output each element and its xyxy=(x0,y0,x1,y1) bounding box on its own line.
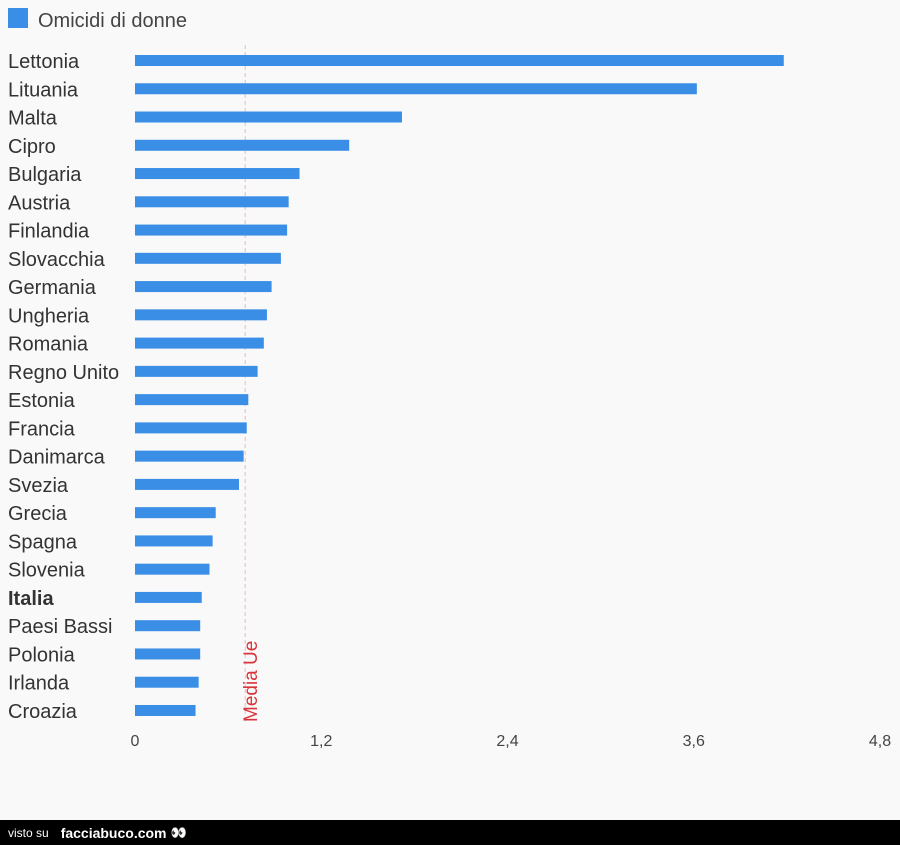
category-label: Danimarca xyxy=(8,447,106,469)
bar xyxy=(135,168,300,180)
x-tick-label: 4,8 xyxy=(869,733,891,750)
bar xyxy=(135,83,697,95)
category-label: Malta xyxy=(8,108,58,130)
category-label: Francia xyxy=(8,418,76,440)
category-label: Italia xyxy=(8,588,54,610)
reference-line-label: Media Ue xyxy=(241,641,262,722)
category-label: Lettonia xyxy=(8,51,80,73)
bar xyxy=(135,507,216,519)
category-label: Lituania xyxy=(8,79,79,101)
category-label: Austria xyxy=(8,192,71,214)
bar xyxy=(135,337,264,349)
bar xyxy=(135,620,201,632)
legend-label: Omicidi di donne xyxy=(38,10,187,32)
x-tick-label: 1,2 xyxy=(310,733,332,750)
bar xyxy=(135,196,289,208)
category-label: Svezia xyxy=(8,475,69,497)
bar xyxy=(135,591,202,603)
bar xyxy=(135,422,247,434)
category-label: Irlanda xyxy=(8,673,70,695)
footer-visto: visto su xyxy=(8,825,49,840)
bar-chart: Omicidi di donne Lettonia Lituania Malta Cip… xyxy=(8,8,891,750)
bar xyxy=(135,309,267,321)
x-tick-label: 2,4 xyxy=(496,733,518,750)
bar xyxy=(135,55,784,66)
bar xyxy=(135,111,402,123)
bar xyxy=(135,478,239,490)
category-label: Romania xyxy=(8,334,89,356)
category-label: Germania xyxy=(8,277,97,299)
category-label: Cipro xyxy=(8,136,56,158)
eyes-logo-icon: 👀 xyxy=(170,824,187,840)
bar xyxy=(135,224,288,236)
footer: visto su facciabuco.com 👀 xyxy=(0,820,900,845)
category-label: Slovacchia xyxy=(8,249,106,271)
x-tick-label: 3,6 xyxy=(683,733,705,750)
category-label: Finlandia xyxy=(8,221,90,243)
bar xyxy=(135,281,272,293)
legend-swatch xyxy=(8,8,28,28)
bar xyxy=(135,704,196,716)
bar xyxy=(135,648,201,660)
bar xyxy=(135,252,281,264)
category-label: Estonia xyxy=(8,390,76,412)
footer-brand[interactable]: facciabuco.com xyxy=(60,824,167,841)
category-label: Grecia xyxy=(8,503,68,525)
bar xyxy=(135,676,199,688)
bar xyxy=(135,365,258,377)
category-label: Slovenia xyxy=(8,560,86,582)
bar xyxy=(135,535,213,547)
bar xyxy=(135,563,210,575)
x-tick-label: 0 xyxy=(131,733,140,750)
category-label: Paesi Bassi xyxy=(8,616,113,638)
bar xyxy=(135,139,350,151)
category-label: Bulgaria xyxy=(8,164,82,186)
category-label: Ungheria xyxy=(8,305,90,327)
category-label: Regno Unito xyxy=(8,362,119,384)
bar xyxy=(135,394,249,406)
category-label: Polonia xyxy=(8,644,76,666)
category-label: Croazia xyxy=(8,701,78,723)
category-label: Spagna xyxy=(8,531,78,553)
bar xyxy=(135,450,244,462)
